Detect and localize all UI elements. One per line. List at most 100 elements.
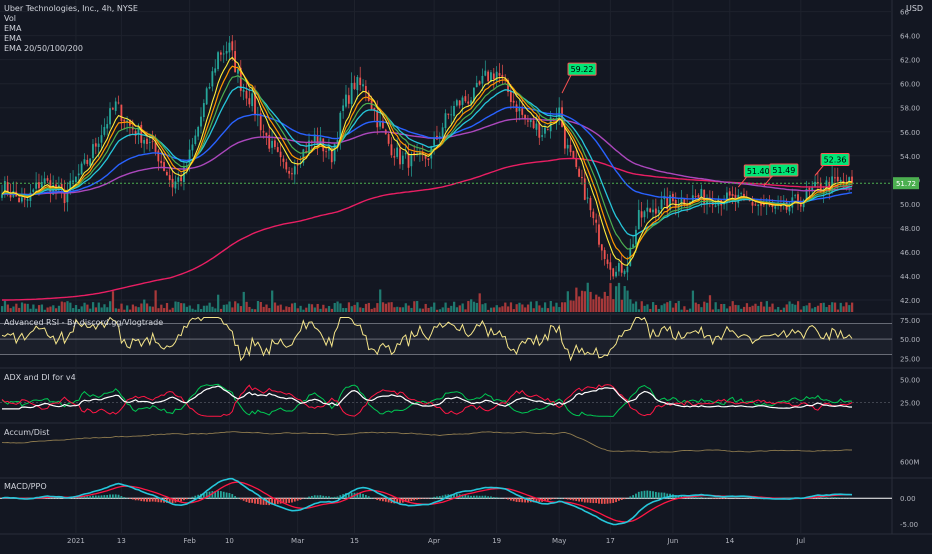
volume-bar [706, 303, 708, 312]
main-y-tick-label: 42.00 [900, 297, 920, 305]
volume-bar [697, 304, 699, 312]
volume-bar [78, 309, 80, 312]
candle-body [209, 87, 211, 88]
macd-histogram-bar [379, 498, 381, 500]
main-y-tick-label: 48.00 [900, 225, 920, 233]
macd-histogram-bar [831, 497, 833, 498]
macd-histogram-bar [254, 498, 256, 503]
volume-bar [746, 303, 748, 312]
volume-bar [311, 304, 313, 312]
candle-body [143, 140, 145, 144]
macd-histogram-bar [311, 496, 313, 498]
macd-histogram-bar [92, 496, 94, 499]
macd-histogram-bar [149, 498, 151, 501]
legend-vol[interactable]: Vol [4, 14, 138, 24]
legend-ema-2[interactable]: EMA [4, 34, 138, 44]
volume-bar [95, 307, 97, 312]
macd-histogram-bar [294, 498, 296, 501]
candle-body [655, 209, 657, 214]
macd-histogram-bar [720, 498, 722, 499]
volume-bar [607, 296, 609, 312]
volume-bar [46, 307, 48, 312]
candle-body [231, 41, 233, 50]
volume-bar [92, 302, 94, 312]
macd-histogram-bar [479, 496, 481, 498]
volume-bar [66, 301, 68, 312]
candle-body [47, 178, 49, 181]
candle-body [18, 198, 20, 202]
volume-bar [629, 299, 631, 312]
macd-histogram-bar [95, 496, 97, 499]
candle-body [280, 152, 282, 157]
macd-histogram-bar [362, 494, 364, 498]
macd-histogram-bar [570, 498, 572, 500]
volume-bar [140, 303, 142, 312]
candle-body [393, 156, 395, 157]
legend-ema-1[interactable]: EMA [4, 24, 138, 34]
main-y-tick-label: 44.00 [900, 273, 920, 281]
volume-bar [393, 307, 395, 312]
volume-bar [851, 303, 853, 312]
macd-histogram-bar [482, 496, 484, 498]
macd-histogram-bar [496, 497, 498, 498]
volume-bar [251, 309, 253, 312]
adx-pane-label[interactable]: ADX and DI for v4 [4, 373, 76, 382]
volume-bar [788, 301, 790, 312]
volume-bar [479, 293, 481, 312]
candle-body [840, 180, 842, 182]
macd-histogram-bar [632, 495, 634, 498]
volume-bar [806, 305, 808, 312]
candle-body [410, 154, 412, 166]
volume-bar [174, 301, 176, 312]
ad-pane-label[interactable]: Accum/Dist [4, 428, 49, 437]
macd-histogram-bar [695, 497, 697, 498]
volume-bar [533, 308, 535, 312]
volume-bar [462, 303, 464, 312]
volume-bar [44, 310, 46, 312]
volume-bar [791, 304, 793, 312]
candle-body [581, 177, 583, 178]
volume-bar [38, 305, 40, 312]
volume-bar [248, 307, 250, 312]
x-tick-label: May [552, 537, 566, 545]
volume-bar [459, 305, 461, 312]
candle-body [243, 90, 245, 92]
volume-bar [98, 303, 100, 312]
volume-bar [263, 307, 265, 312]
candle-body [95, 143, 97, 146]
volume-bar [64, 302, 66, 312]
volume-bar [507, 306, 509, 312]
candle-body [214, 68, 216, 72]
chart-title[interactable]: Uber Technologies, Inc., 4h, NYSE [4, 4, 138, 14]
macd-histogram-bar [223, 492, 225, 498]
candle-body [794, 195, 796, 196]
macd-histogram-bar [180, 498, 182, 501]
candle-body [573, 151, 575, 159]
candle-body [98, 144, 100, 147]
volume-bar [661, 305, 663, 312]
macd-histogram-bar [385, 498, 387, 502]
macd-pane-label[interactable]: MACD/PPO [4, 482, 47, 491]
legend-ema-ribbon[interactable]: EMA 20/50/100/200 [4, 44, 138, 54]
candle-body [612, 268, 614, 276]
volume-bar [553, 306, 555, 312]
candle-body [86, 160, 88, 164]
candle-body [405, 153, 407, 154]
volume-bar [294, 303, 296, 312]
volume-bar [231, 307, 233, 312]
candle-body [604, 250, 606, 259]
volume-bar [55, 308, 57, 312]
volume-bar [837, 310, 839, 312]
macd-histogram-bar [328, 496, 330, 498]
candle-body [285, 162, 287, 169]
volume-bar [413, 301, 415, 312]
volume-bar [618, 283, 620, 312]
candle-body [72, 180, 74, 182]
candle-body [590, 198, 592, 210]
candle-body [592, 212, 594, 218]
macd-histogram-bar [487, 496, 489, 498]
candle-body [501, 75, 503, 77]
rsi-pane-label[interactable]: Advanced RSI - By discord.gg/Vlogtrade [4, 318, 163, 327]
